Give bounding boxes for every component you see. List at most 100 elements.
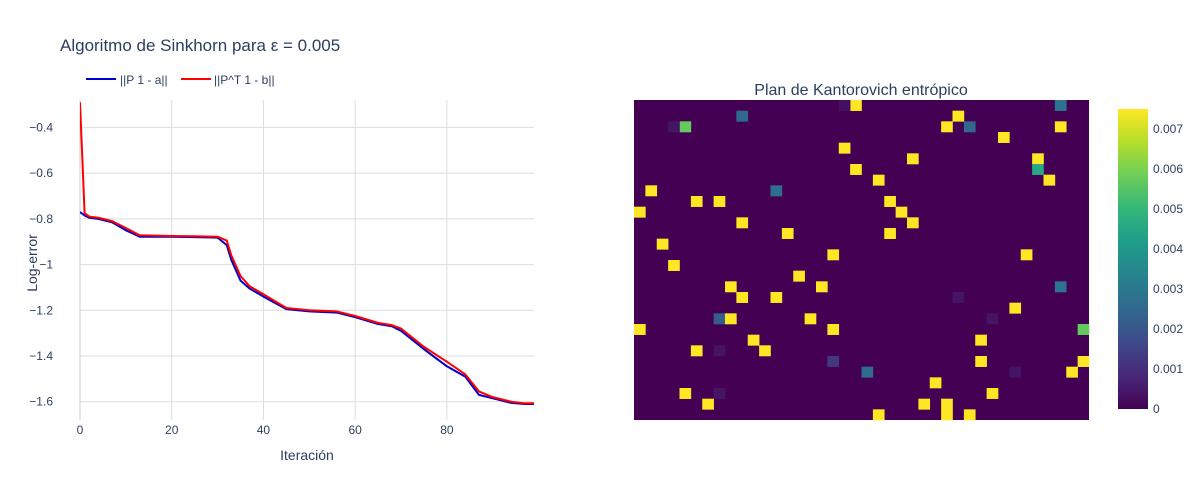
y-axis-label: Log-error [24, 234, 40, 292]
colorbar-tick-label: 0.004 [1153, 242, 1183, 256]
heatmap-cell [690, 196, 703, 207]
heatmap-cell [781, 228, 794, 239]
legend[interactable]: ||P 1 - a|| ||P^T 1 - b|| [86, 73, 275, 87]
heatmap-cell [725, 281, 737, 293]
x-tick-label: 80 [440, 423, 454, 437]
heatmap-cell [679, 388, 692, 399]
x-tick-label: 0 [77, 423, 84, 437]
heatmap-cell [1020, 249, 1033, 261]
colorbar-tick-label: 0.005 [1153, 202, 1183, 216]
series-line-p1a [80, 211, 534, 405]
heatmap-cell [1066, 366, 1078, 378]
heatmap-cell [1077, 324, 1090, 335]
y-gridlines [80, 126, 534, 403]
heatmap-cell [827, 324, 840, 335]
heatmap-cell [907, 217, 919, 229]
heatmap-cell [668, 260, 680, 271]
heatmap-cell [634, 324, 646, 335]
heatmap-cell [668, 121, 680, 133]
heatmap-cell [816, 281, 828, 293]
y-tick-label: −1.6 [29, 395, 53, 409]
heatmap-background [634, 100, 1089, 420]
heatmap-cell [713, 388, 726, 399]
heatmap-cell [1054, 281, 1067, 293]
heatmap-cell [941, 121, 953, 133]
heatmap-cell [952, 110, 965, 122]
heatmap-cell [1009, 302, 1022, 314]
heatmap-cell [713, 313, 726, 325]
heatmap-title: Plan de Kantorovich entrópico [754, 82, 968, 99]
colorbar: 0 0.001 0.002 0.003 0.004 0.005 0.006 0.007 [1118, 109, 1183, 416]
heatmap-cell [736, 292, 749, 303]
heatmap-cell [690, 345, 703, 357]
heatmap-cell [850, 100, 862, 111]
heatmap-cell [827, 356, 840, 367]
heatmap-cell [656, 238, 669, 250]
legend-label-pt1b: ||P^T 1 - b|| [214, 73, 275, 87]
heatmap-cell [770, 185, 783, 197]
heatmap-cell [986, 313, 999, 325]
y-tick-label: −0.8 [29, 212, 53, 226]
line-chart: −0.4 −0.6 −0.8 −1 −1.2 −1.4 −1.6 0 20 40 60 80 Ite… [24, 73, 534, 463]
series-line-pt1b [80, 102, 534, 405]
colorbar-tick-labels: 0 0.001 0.002 0.003 0.004 0.005 0.006 0.007 [1153, 122, 1183, 416]
x-tick-label: 60 [348, 423, 362, 437]
x-tick-labels: 0 20 40 60 80 [77, 423, 454, 437]
heatmap-cell [1054, 100, 1067, 111]
heatmap-cell [1077, 356, 1090, 367]
x-tick-label: 20 [165, 423, 179, 437]
heatmap-cell [929, 377, 942, 389]
colorbar-tick-label: 0.006 [1153, 162, 1183, 176]
legend-label-p1a: ||P 1 - a|| [120, 73, 168, 87]
x-gridlines [79, 100, 448, 420]
heatmap-cell [645, 185, 658, 197]
heatmap-cell [861, 366, 874, 378]
heatmap-cell [986, 388, 999, 399]
heatmap-cell [963, 409, 976, 421]
heatmap-cell [1032, 153, 1044, 165]
colorbar-tick-label: 0.001 [1153, 362, 1183, 376]
legend-item-pt1b[interactable]: ||P^T 1 - b|| [181, 73, 275, 87]
heatmap-cell [736, 217, 749, 229]
legend-item-p1a[interactable]: ||P 1 - a|| [86, 73, 168, 87]
y-tick-label: −1 [39, 258, 53, 272]
heatmap-cell [907, 153, 919, 165]
heatmap-cell [838, 100, 851, 111]
heatmap-cell [975, 334, 987, 346]
heatmap-cell [895, 206, 908, 218]
heatmap-cell [759, 345, 771, 357]
heatmap-cells [634, 100, 1090, 421]
heatmap-cell [884, 196, 896, 207]
heatmap-chart: Plan de Kantorovich entrópico 0 0.001 0.00… [634, 82, 1183, 421]
x-tick-label: 40 [257, 423, 271, 437]
colorbar-tick-label: 0.003 [1153, 282, 1183, 296]
heatmap-cell [634, 206, 646, 218]
figure-title: Algoritmo de Sinkhorn para ε = 0.005 [60, 36, 340, 55]
heatmap-cell [1054, 121, 1067, 133]
heatmap-cell [975, 356, 987, 367]
heatmap-cell [747, 334, 760, 346]
heatmap-cell [998, 132, 1010, 143]
y-tick-label: −1.2 [29, 303, 53, 317]
series-lines [80, 102, 534, 405]
heatmap-cell [963, 121, 976, 133]
y-tick-label: −0.4 [29, 120, 53, 134]
colorbar-tick-label: 0 [1153, 402, 1160, 416]
heatmap-cell [736, 110, 749, 122]
heatmap-cell [713, 196, 726, 207]
y-tick-labels: −0.4 −0.6 −0.8 −1 −1.2 −1.4 −1.6 [29, 120, 53, 408]
heatmap-cell [770, 292, 783, 303]
heatmap-cell [725, 313, 737, 325]
heatmap-cell [838, 142, 851, 154]
heatmap-cell [1009, 366, 1022, 378]
colorbar-tick-label: 0.002 [1153, 322, 1183, 336]
x-axis-label: Iteración [280, 447, 334, 463]
heatmap-cell [702, 398, 714, 410]
heatmap-cell [918, 398, 931, 410]
heatmap-cell [713, 345, 726, 357]
heatmap-cell [872, 409, 885, 421]
colorbar-gradient [1118, 109, 1148, 409]
heatmap-cell [827, 249, 840, 261]
heatmap-cell [872, 174, 885, 186]
heatmap-cell [793, 270, 805, 282]
